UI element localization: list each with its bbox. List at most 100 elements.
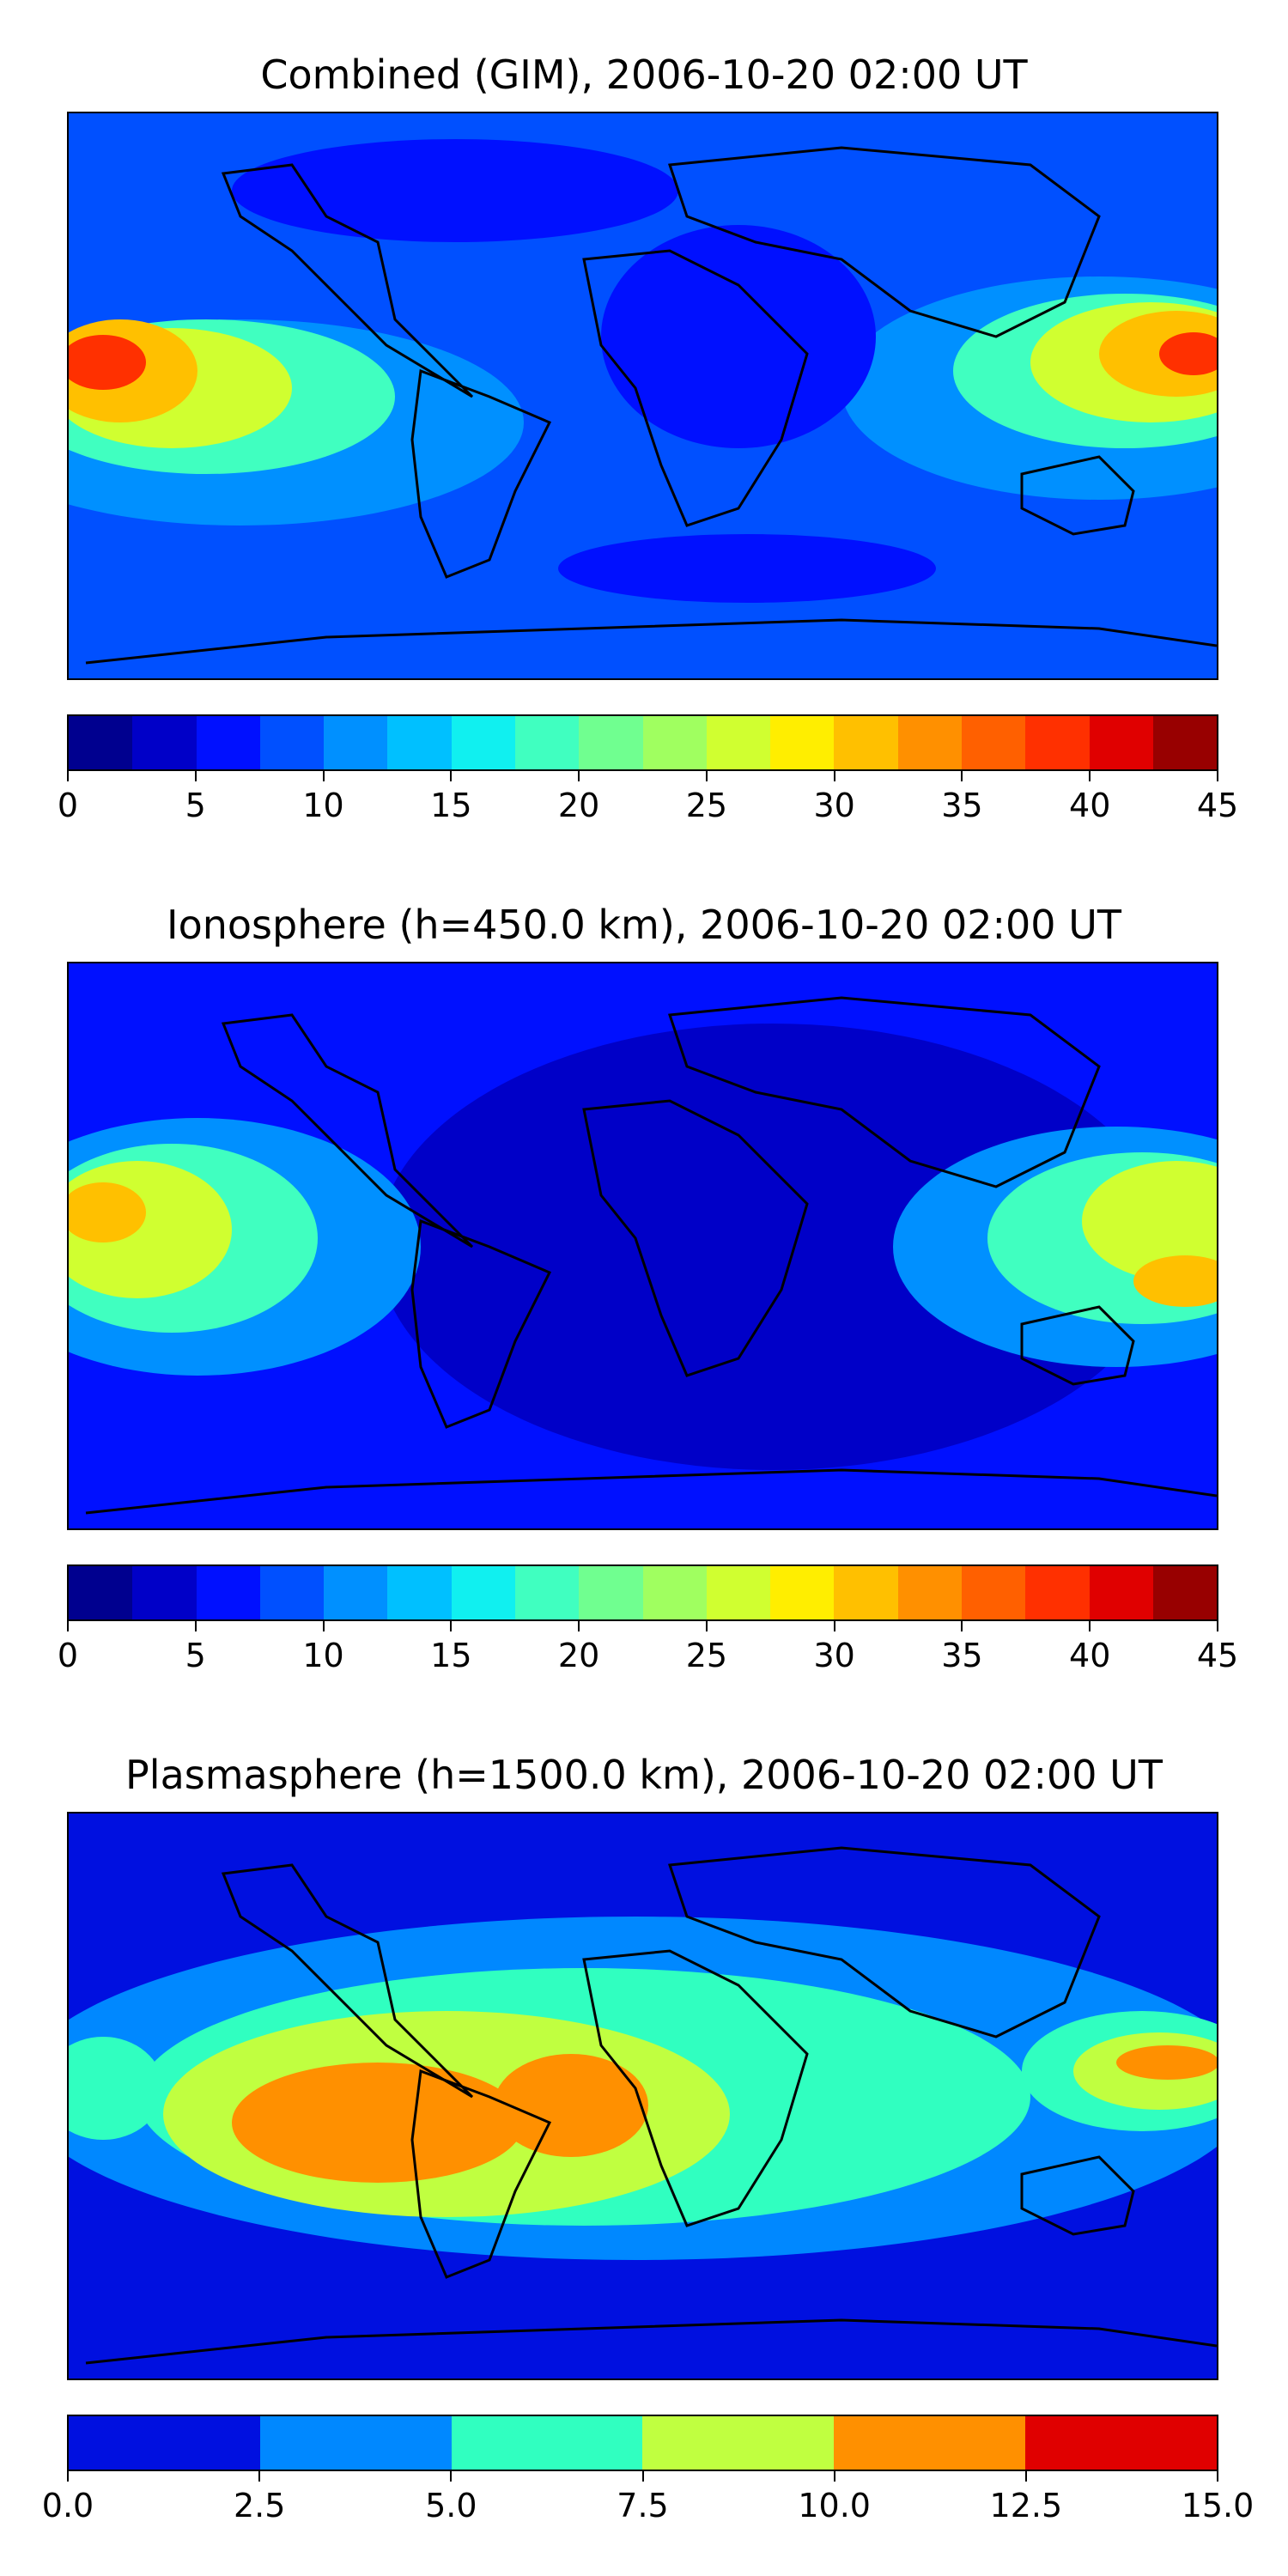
map-ionosphere — [67, 962, 1218, 1530]
colorbar-segment — [1152, 716, 1218, 769]
colorbar-tick-label: 25 — [685, 787, 728, 824]
colorbar-segment — [387, 716, 452, 769]
panel-title-ionosphere: Ionosphere (h=450.0 km), 2006-10-20 02:0… — [167, 902, 1121, 948]
colorbar-segment — [1025, 2416, 1217, 2470]
colorbar-segment — [324, 716, 388, 769]
colorbar-segment — [451, 716, 515, 769]
colorbar-segment — [1025, 716, 1090, 769]
colorbar-segment — [834, 1566, 898, 1619]
colorbar-segment — [324, 1566, 388, 1619]
colorbar-tick-label: 35 — [941, 787, 983, 824]
colorbar-segment — [1089, 1566, 1153, 1619]
colorbar-tick — [1217, 771, 1218, 781]
colorbar-segment — [132, 716, 197, 769]
colorbar-tick — [322, 771, 325, 781]
colorbar-segment — [69, 2416, 260, 2470]
colorbar-segment — [961, 716, 1026, 769]
colorbar-segment — [514, 1566, 580, 1619]
map-combined — [67, 112, 1218, 680]
colorbar-segment — [196, 1566, 260, 1619]
colorbar-segment — [642, 2416, 835, 2470]
colorbar-segment — [259, 2416, 452, 2470]
colorbar-tick-label: 20 — [557, 1637, 600, 1674]
colorbar-tick-label: 0 — [57, 787, 79, 824]
colorbar-tick — [1217, 2471, 1218, 2482]
colorbar-tick — [961, 1621, 963, 1631]
colorbar-ionosphere — [67, 1564, 1218, 1621]
colorbar-segment — [579, 716, 643, 769]
colorbar-tick-label: 2.5 — [233, 2487, 286, 2524]
colorbar-tick — [450, 771, 453, 781]
panel-title-plasmasphere: Plasmasphere (h=1500.0 km), 2006-10-20 0… — [125, 1752, 1163, 1798]
colorbar-tick-label: 15 — [430, 787, 472, 824]
colorbar-tick-label: 30 — [813, 1637, 855, 1674]
colorbar-tick — [1024, 2471, 1027, 2482]
colorbar-tick-label: 5.0 — [425, 2487, 477, 2524]
colorbar-tick-label: 40 — [1069, 1637, 1111, 1674]
colorbar-segment — [69, 1566, 133, 1619]
colorbar-segment — [706, 716, 771, 769]
colorbar-tick-label: 45 — [1196, 1637, 1239, 1674]
colorbar-segment — [897, 716, 962, 769]
coastlines-ionosphere — [85, 996, 1217, 1515]
colorbar-tick — [578, 771, 580, 781]
tec-contours-combined — [69, 139, 1217, 603]
colorbar-segment — [834, 716, 898, 769]
colorbar-segment — [770, 716, 835, 769]
colorbar-tick — [833, 771, 835, 781]
colorbar-segment — [642, 716, 707, 769]
colorbar-tick — [833, 2471, 835, 2482]
colorbar-segment — [961, 1566, 1026, 1619]
colorbar-segment — [1152, 1566, 1218, 1619]
colorbar-segment — [69, 716, 133, 769]
colorbar-segment — [259, 716, 325, 769]
colorbar-tick-label: 15.0 — [1181, 2487, 1255, 2524]
colorbar-combined — [67, 714, 1218, 771]
colorbar-tick — [1217, 1621, 1218, 1631]
colorbar-tick — [1089, 1621, 1091, 1631]
colorbar-segment — [259, 1566, 325, 1619]
tec-contours-ionosphere — [69, 1024, 1217, 1470]
colorbar-tick — [705, 1621, 708, 1631]
colorbar-tick-label: 20 — [557, 787, 600, 824]
colorbar-tick-label: 45 — [1196, 787, 1239, 824]
colorbar-tick — [1089, 771, 1091, 781]
coastlines-combined — [85, 146, 1217, 665]
tec-contours-plasmasphere — [69, 1917, 1217, 2260]
colorbar-tick — [194, 1621, 197, 1631]
colorbar-segment — [132, 1566, 197, 1619]
colorbar-tick — [578, 1621, 580, 1631]
colorbar-tick — [961, 771, 963, 781]
colorbar-tick-label: 0 — [57, 1637, 79, 1674]
panel-title-combined: Combined (GIM), 2006-10-20 02:00 UT — [260, 52, 1028, 98]
colorbar-tick-label: 10 — [302, 1637, 344, 1674]
colorbar-plasmasphere — [67, 2415, 1218, 2471]
colorbar-segment — [451, 2416, 643, 2470]
colorbar-segment — [642, 1566, 707, 1619]
colorbar-tick — [258, 2471, 261, 2482]
colorbar-tick — [67, 771, 69, 781]
colorbar-tick-label: 5 — [185, 1637, 206, 1674]
coastlines-plasmasphere — [85, 1846, 1217, 2365]
colorbar-tick-label: 5 — [185, 787, 206, 824]
colorbar-tick-label: 12.5 — [989, 2487, 1063, 2524]
colorbar-tick-label: 25 — [685, 1637, 728, 1674]
colorbar-segment — [897, 1566, 962, 1619]
colorbar-segment — [387, 1566, 452, 1619]
colorbar-segment — [706, 1566, 771, 1619]
colorbar-tick-label: 40 — [1069, 787, 1111, 824]
colorbar-tick-label: 30 — [813, 787, 855, 824]
colorbar-segment — [514, 716, 580, 769]
colorbar-tick — [67, 2471, 69, 2482]
colorbar-segment — [1089, 716, 1153, 769]
colorbar-tick — [322, 1621, 325, 1631]
colorbar-tick — [705, 771, 708, 781]
colorbar-tick-label: 0.0 — [41, 2487, 94, 2524]
colorbar-tick-label: 7.5 — [617, 2487, 669, 2524]
colorbar-tick-label: 35 — [941, 1637, 983, 1674]
colorbar-segment — [834, 2416, 1026, 2470]
colorbar-tick-label: 10 — [302, 787, 344, 824]
colorbar-tick — [450, 2471, 453, 2482]
map-plasmasphere — [67, 1812, 1218, 2380]
colorbar-segment — [1025, 1566, 1090, 1619]
